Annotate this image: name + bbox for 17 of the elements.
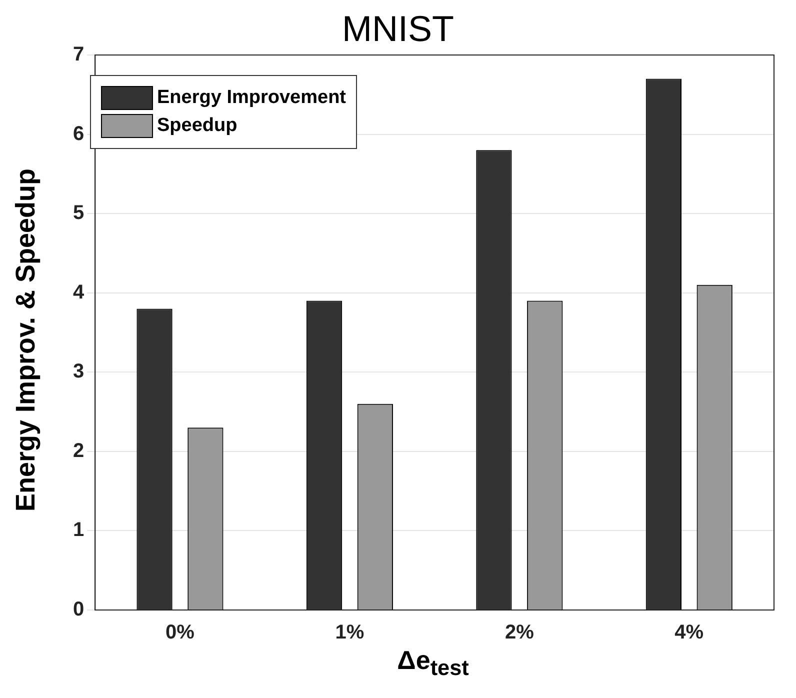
y-tick-label: 3 bbox=[73, 360, 84, 383]
y-tick-label: 1 bbox=[73, 519, 84, 542]
y-tick-label: 5 bbox=[73, 202, 84, 224]
chart-title: MNIST bbox=[342, 8, 454, 49]
y-tick-label: 6 bbox=[73, 122, 84, 145]
y-tick-label: 0 bbox=[73, 598, 84, 621]
x-tick-label: 0% bbox=[166, 622, 195, 644]
legend-label: Energy Improvement bbox=[156, 86, 346, 110]
y-tick-label: 7 bbox=[73, 44, 84, 66]
x-tick-label: 1% bbox=[335, 622, 364, 644]
x-tick-label: 2% bbox=[504, 622, 534, 644]
y-tick-label: 4 bbox=[73, 281, 85, 304]
y-tick-label: 2 bbox=[73, 440, 84, 462]
legend-label: Speedup bbox=[156, 114, 238, 138]
x-axis-title: Δe$_{test}$ bbox=[396, 645, 470, 682]
y-axis-title: Energy Improv. & Speedup bbox=[10, 168, 42, 512]
x-tick-label: 4% bbox=[674, 622, 704, 644]
